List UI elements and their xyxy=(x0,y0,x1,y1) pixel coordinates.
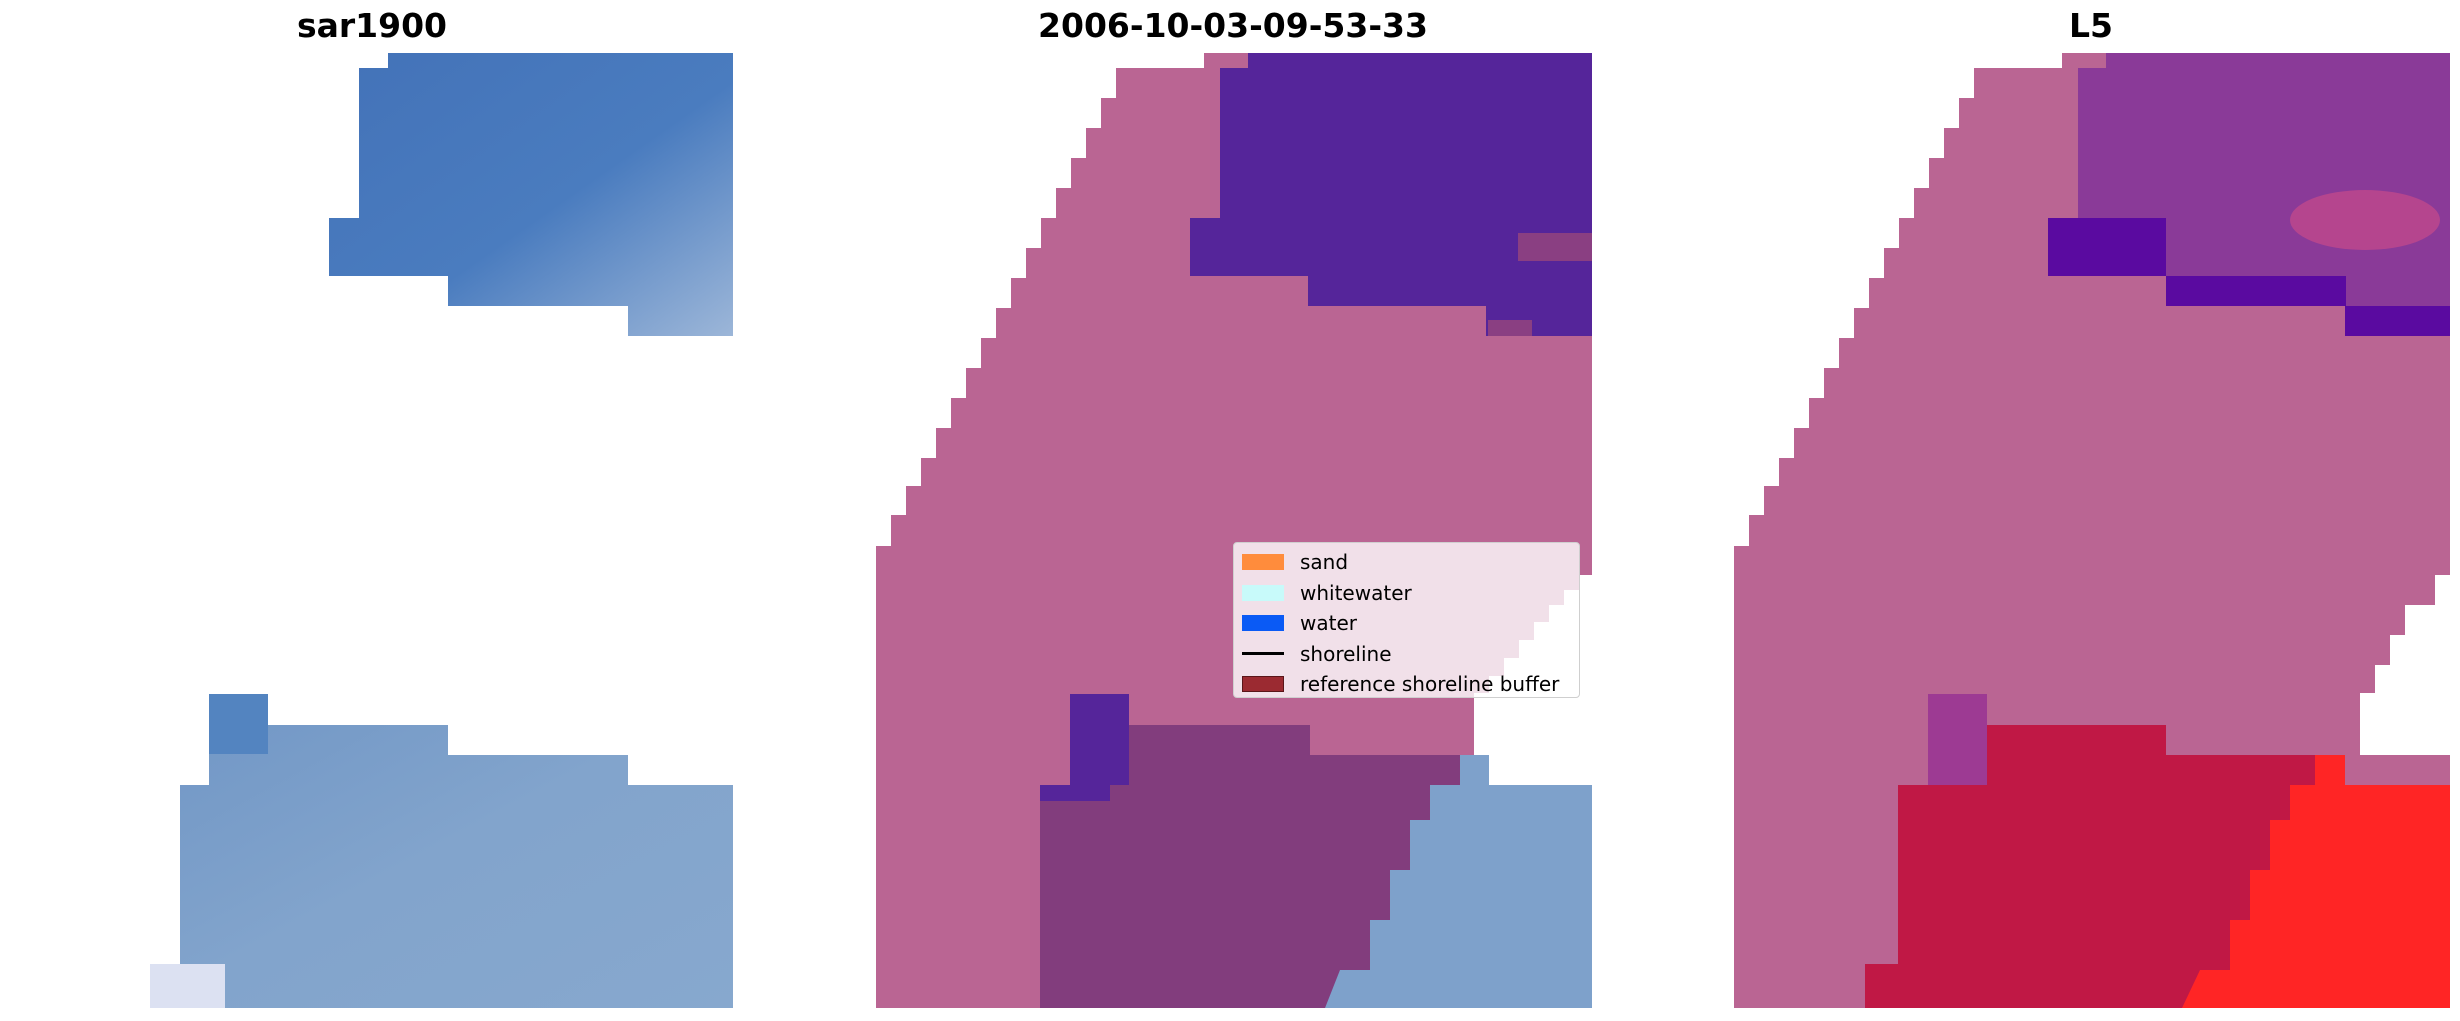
overlay-detail xyxy=(1518,233,1592,261)
legend-label: whitewater xyxy=(1300,580,1412,605)
l5-pink-highlight xyxy=(2290,190,2440,250)
panel-title-l5: L5 xyxy=(2069,6,2113,45)
l5-purple-patch xyxy=(1928,694,1987,785)
water-overlay-upper xyxy=(1190,53,1592,336)
sar1900-lower-region xyxy=(150,694,733,1008)
legend-item-water: water xyxy=(1242,608,1579,639)
water-swatch xyxy=(1242,615,1284,632)
legend-label: water xyxy=(1300,611,1357,636)
reference-buffer-swatch xyxy=(1242,676,1284,693)
legend-item-sand: sand xyxy=(1242,547,1579,578)
sar1900-bright-patch xyxy=(150,964,225,1008)
l5-deep-purple-patch xyxy=(2048,218,2166,276)
legend-label: reference shoreline buffer xyxy=(1300,672,1560,697)
legend-label: shoreline xyxy=(1300,641,1392,666)
classified-image-light-area xyxy=(1325,755,1592,1008)
panel-title-date: 2006-10-03-09-53-33 xyxy=(1038,6,1428,45)
legend-item-shoreline: shoreline xyxy=(1242,639,1579,670)
sand-swatch xyxy=(1242,554,1284,571)
legend: sand whitewater water shoreline referenc… xyxy=(1233,542,1580,698)
overlay-detail-4 xyxy=(1040,785,1110,801)
sar1900-upper-region xyxy=(329,53,733,336)
overlay-detail-2 xyxy=(1488,320,1532,336)
shoreline-line-swatch xyxy=(1242,652,1284,656)
l5-deep-purple-patch-2 xyxy=(2166,276,2346,306)
l5-red-region xyxy=(2182,755,2450,1008)
overlay-detail-3 xyxy=(1070,694,1129,785)
legend-item-whitewater: whitewater xyxy=(1242,578,1579,609)
panel-title-sar1900: sar1900 xyxy=(296,6,448,45)
sar1900-dark-patch xyxy=(209,694,268,754)
legend-item-reference-buffer: reference shoreline buffer xyxy=(1242,669,1579,700)
whitewater-swatch xyxy=(1242,584,1284,601)
water-overlay-lower xyxy=(1040,694,1460,1008)
legend-label: sand xyxy=(1300,550,1349,575)
l5-deep-purple-patch-3 xyxy=(2345,306,2450,336)
